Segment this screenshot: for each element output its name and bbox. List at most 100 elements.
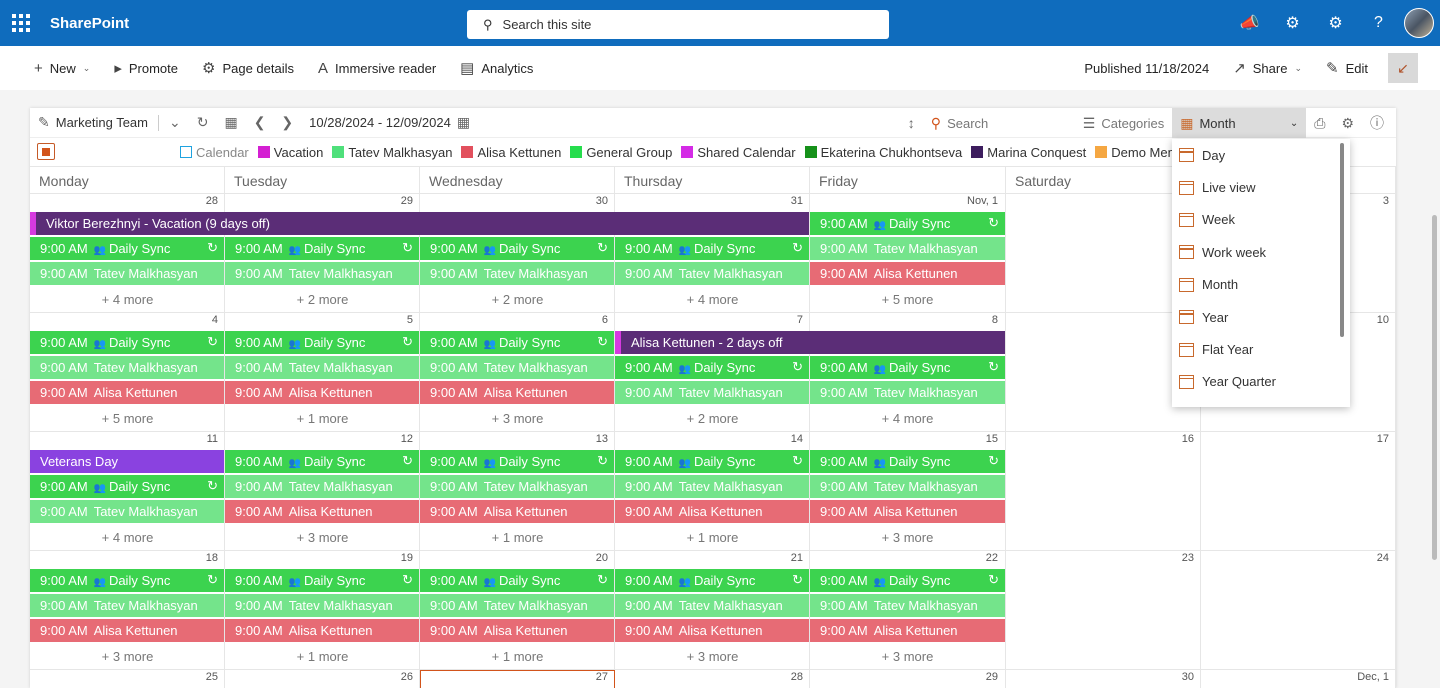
day-number[interactable]: 28 — [205, 195, 218, 207]
event-item[interactable]: 9:00 AM Tatev Malkhasyan — [615, 594, 809, 617]
stop-button[interactable] — [37, 143, 55, 160]
day-number[interactable]: 4 — [211, 314, 218, 326]
print-button[interactable]: ⎙ — [1306, 108, 1333, 138]
day-number[interactable]: 11 — [206, 433, 218, 445]
day-cell[interactable] — [810, 313, 1006, 432]
more-link[interactable]: + 3 more — [491, 411, 544, 426]
more-link[interactable]: + 1 more — [296, 411, 349, 426]
categories-button[interactable]: ☰ Categories — [1075, 108, 1172, 138]
day-cell[interactable] — [1201, 670, 1396, 688]
legend-item[interactable]: Alisa Kettunen — [461, 145, 561, 160]
day-number[interactable]: 15 — [985, 433, 998, 445]
event-item[interactable]: 9:00 AM 👥 Daily Sync ↻ — [615, 450, 809, 473]
more-link[interactable]: + 5 more — [101, 411, 154, 426]
calendar-selector[interactable]: ✎ Marketing Team — [30, 108, 156, 138]
more-link[interactable]: + 2 more — [296, 292, 349, 307]
day-cell[interactable] — [615, 551, 810, 670]
event-item[interactable]: 9:00 AM 👥 Daily Sync ↻ — [225, 237, 419, 260]
event-item[interactable]: 9:00 AM 👥 Daily Sync ↻ — [420, 450, 614, 473]
event-item[interactable]: 9:00 AM Tatev Malkhasyan — [225, 475, 419, 498]
day-cell[interactable] — [225, 313, 420, 432]
day-cell[interactable] — [810, 551, 1006, 670]
prev-button[interactable]: ❮ — [246, 108, 274, 138]
event-item[interactable]: 9:00 AM Tatev Malkhasyan — [420, 594, 614, 617]
day-cell[interactable] — [1006, 432, 1201, 551]
event-item[interactable]: 9:00 AM 👥 Daily Sync ↻ — [810, 356, 1005, 379]
view-option-flat-year[interactable]: Flat Year — [1172, 333, 1350, 365]
day-number[interactable]: 7 — [796, 314, 803, 326]
event-item[interactable]: 9:00 AM Tatev Malkhasyan — [30, 262, 224, 285]
event-item[interactable]: 9:00 AM Tatev Malkhasyan — [615, 381, 809, 404]
event-item[interactable]: 9:00 AM Alisa Kettunen — [30, 381, 224, 404]
event-item[interactable]: 9:00 AM 👥 Daily Sync ↻ — [420, 331, 614, 354]
event-item[interactable]: 9:00 AM 👥 Daily Sync ↻ — [810, 569, 1005, 592]
app-launcher-icon[interactable] — [12, 14, 30, 32]
day-number[interactable]: 13 — [595, 433, 608, 445]
day-number[interactable]: 31 — [790, 195, 803, 207]
more-link[interactable]: + 4 more — [101, 292, 154, 307]
event-item[interactable]: 9:00 AM 👥 Daily Sync ↻ — [420, 237, 614, 260]
event-item[interactable]: 9:00 AM 👥 Daily Sync ↻ — [615, 356, 809, 379]
day-cell[interactable] — [1201, 551, 1396, 670]
settings-icon[interactable]: ⚙ — [1328, 15, 1343, 32]
view-option-year-quarter[interactable]: Year Quarter — [1172, 366, 1350, 398]
date-range[interactable]: 10/28/2024 - 12/09/2024 ▦ — [301, 108, 478, 138]
event-item[interactable]: 9:00 AM Tatev Malkhasyan — [30, 356, 224, 379]
day-number[interactable]: 10 — [1376, 314, 1389, 326]
day-number[interactable]: 3 — [1382, 195, 1389, 207]
more-link[interactable]: + 4 more — [686, 292, 739, 307]
site-search-input[interactable]: ⚲ Search this site — [467, 10, 889, 39]
event-item[interactable]: 9:00 AM Alisa Kettunen — [225, 619, 419, 642]
day-cell[interactable] — [30, 194, 225, 313]
day-number[interactable]: 30 — [1181, 671, 1194, 683]
megaphone-icon[interactable]: 📣 — [1239, 15, 1260, 32]
day-number[interactable]: 2 — [1006, 195, 1194, 207]
event-item[interactable]: Veterans Day — [30, 450, 224, 473]
edit-button[interactable]: ✎ Edit — [1314, 46, 1380, 90]
event-item[interactable]: 9:00 AM Tatev Malkhasyan — [810, 381, 1005, 404]
day-number[interactable]: 9 — [1006, 314, 1194, 326]
page-details-button[interactable]: ⚙ Page details — [190, 46, 306, 90]
day-number[interactable]: 19 — [400, 552, 413, 564]
event-item[interactable]: 9:00 AM Tatev Malkhasyan — [420, 475, 614, 498]
immersive-reader-button[interactable]: A Immersive reader — [306, 46, 448, 90]
row-height-button[interactable]: ↕ — [900, 108, 923, 138]
day-number[interactable]: 8 — [991, 314, 998, 326]
event-item[interactable]: 9:00 AM Tatev Malkhasyan — [420, 262, 614, 285]
event-span[interactable]: Viktor Berezhnyi - Vacation (9 days off) — [30, 212, 809, 235]
event-item[interactable]: 9:00 AM Tatev Malkhasyan — [810, 237, 1005, 260]
more-link[interactable]: + 1 more — [491, 649, 544, 664]
analytics-button[interactable]: ▤ Analytics — [448, 46, 545, 90]
promote-button[interactable]: ▸ Promote — [102, 46, 190, 90]
day-number[interactable]: Dec, 1 — [1357, 671, 1389, 683]
day-cell[interactable] — [420, 432, 615, 551]
avatar[interactable] — [1404, 8, 1434, 38]
event-item[interactable]: 9:00 AM 👥 Daily Sync ↻ — [30, 569, 224, 592]
legend-item[interactable]: Marina Conquest — [971, 145, 1086, 160]
day-number[interactable]: 17 — [1376, 433, 1389, 445]
day-number[interactable]: 14 — [790, 433, 803, 445]
day-number[interactable]: 25 — [205, 671, 218, 683]
day-number[interactable]: 29 — [985, 671, 998, 683]
day-number[interactable]: 24 — [1376, 552, 1389, 564]
view-option-year[interactable]: Year — [1172, 301, 1350, 333]
event-item[interactable]: 9:00 AM Tatev Malkhasyan — [225, 262, 419, 285]
settings-button[interactable]: ⚙ — [1333, 108, 1362, 138]
more-link[interactable]: + 3 more — [296, 530, 349, 545]
day-cell[interactable] — [420, 551, 615, 670]
day-number[interactable]: 26 — [400, 671, 413, 683]
dropdown-scrollbar[interactable] — [1340, 143, 1344, 337]
event-item[interactable]: 9:00 AM 👥 Daily Sync ↻ — [225, 569, 419, 592]
day-cell[interactable] — [1201, 432, 1396, 551]
event-item[interactable]: 9:00 AM 👥 Daily Sync ↻ — [810, 450, 1005, 473]
more-link[interactable]: + 5 more — [881, 292, 934, 307]
event-item[interactable]: 9:00 AM Tatev Malkhasyan — [225, 356, 419, 379]
more-link[interactable]: + 1 more — [686, 530, 739, 545]
new-button[interactable]: + New ⌄ — [0, 46, 102, 90]
day-number[interactable]: 28 — [790, 671, 803, 683]
day-cell[interactable] — [225, 432, 420, 551]
day-cell[interactable] — [615, 194, 810, 313]
more-link[interactable]: + 1 more — [491, 530, 544, 545]
event-item[interactable]: 9:00 AM 👥 Daily Sync ↻ — [810, 212, 1005, 235]
more-link[interactable]: + 2 more — [686, 411, 739, 426]
